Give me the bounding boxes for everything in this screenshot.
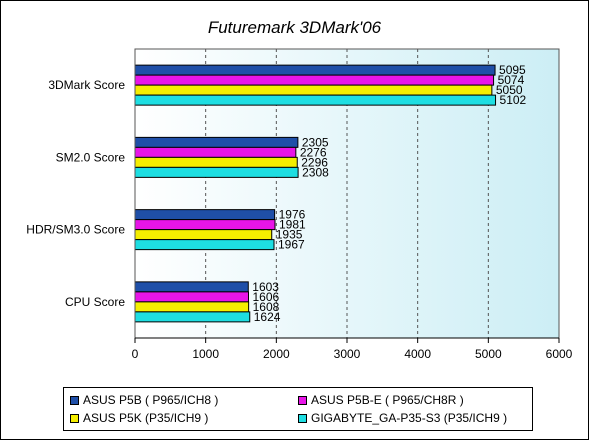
category-label: SM2.0 Score bbox=[56, 150, 126, 164]
bar bbox=[134, 219, 276, 231]
bar bbox=[134, 209, 276, 221]
data-label: 2305 bbox=[302, 135, 329, 149]
data-label: 2308 bbox=[302, 165, 329, 179]
x-tick-label: 3000 bbox=[334, 347, 361, 361]
bar bbox=[134, 281, 249, 293]
data-label: 1967 bbox=[278, 238, 305, 252]
bar bbox=[134, 311, 251, 323]
category-label: 3DMark Score bbox=[48, 78, 125, 92]
data-label: 5050 bbox=[496, 83, 523, 97]
x-tick-label: 1000 bbox=[192, 347, 219, 361]
data-label: 1624 bbox=[254, 310, 281, 324]
x-tick-label: 6000 bbox=[546, 347, 573, 361]
x-tick-label: 4000 bbox=[404, 347, 431, 361]
bar bbox=[134, 84, 493, 96]
data-label: 5074 bbox=[498, 73, 525, 87]
legend-swatch bbox=[70, 413, 79, 423]
legend-swatch bbox=[298, 395, 307, 405]
chart-title: Futuremark 3DMark'06 bbox=[207, 18, 382, 37]
x-tick-label: 2000 bbox=[263, 347, 290, 361]
bar bbox=[134, 156, 298, 168]
bar bbox=[134, 74, 495, 86]
bar bbox=[134, 64, 496, 76]
data-label: 1603 bbox=[252, 280, 279, 294]
category-label: CPU Score bbox=[65, 295, 125, 309]
bar bbox=[134, 146, 297, 158]
data-label: 1976 bbox=[279, 208, 306, 222]
legend-item: ASUS P5B-E ( P965/CH8R ) bbox=[298, 393, 464, 407]
bar bbox=[134, 291, 249, 303]
legend-label: ASUS P5B-E ( P965/CH8R ) bbox=[311, 393, 464, 407]
bar bbox=[134, 229, 273, 241]
legend-swatch bbox=[298, 413, 307, 423]
legend-swatch bbox=[70, 395, 79, 405]
data-label: 2296 bbox=[301, 155, 328, 169]
bar bbox=[134, 94, 497, 106]
data-label: 5102 bbox=[500, 93, 527, 107]
data-label: 1606 bbox=[252, 290, 279, 304]
legend-label: ASUS P5B ( P965/ICH8 ) bbox=[83, 393, 219, 407]
legend-item: ASUS P5B ( P965/ICH8 ) bbox=[70, 393, 218, 407]
legend-item: GIGABYTE_GA-P35-S3 (P35/ICH9 ) bbox=[298, 411, 507, 425]
x-tick-label: 5000 bbox=[475, 347, 502, 361]
data-label: 1935 bbox=[276, 228, 303, 242]
bar bbox=[134, 166, 299, 178]
data-label: 1981 bbox=[279, 218, 306, 232]
data-label: 5095 bbox=[499, 63, 526, 77]
x-tick-label: 0 bbox=[132, 347, 139, 361]
category-label: HDR/SM3.0 Score bbox=[26, 223, 125, 237]
bar bbox=[134, 239, 275, 251]
legend-item: ASUS P5K (P35/ICH9 ) bbox=[70, 411, 208, 425]
legend-label: GIGABYTE_GA-P35-S3 (P35/ICH9 ) bbox=[311, 411, 508, 425]
legend-label: ASUS P5K (P35/ICH9 ) bbox=[83, 411, 209, 425]
chart-legend: ASUS P5B ( P965/ICH8 ) ASUS P5B-E ( P965/… bbox=[63, 387, 533, 431]
data-label: 2276 bbox=[300, 145, 327, 159]
bar bbox=[134, 301, 250, 313]
bar bbox=[134, 136, 299, 148]
data-label: 1608 bbox=[253, 300, 280, 314]
